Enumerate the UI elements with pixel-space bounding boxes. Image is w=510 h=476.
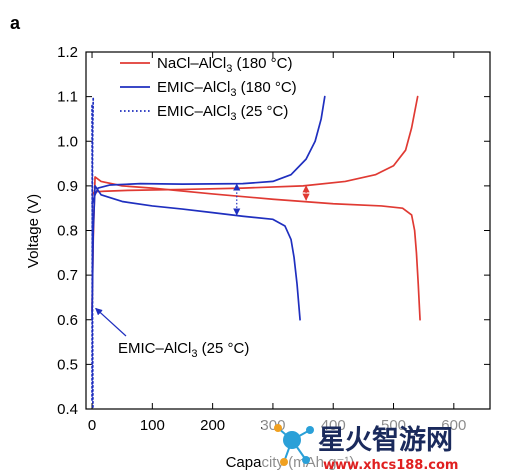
watermark-url: www.xhcs188.com [323,458,458,473]
series-line-emic-180-charge [91,95,326,205]
y-axis-title: Voltage (V) [25,194,42,268]
legend-entry-nacl-180: NaCl–AlCl3 (180 °C) [157,55,293,75]
y-tick-label: 1.1 [57,89,78,106]
y-tick-label: 0.6 [57,312,78,329]
legend: NaCl–AlCl3 (180 °C) EMIC–AlCl3 (180 °C) … [120,55,297,123]
watermark-logo-icon [274,424,314,466]
y-tick-label: 0.5 [57,356,78,373]
watermark-backdrop [262,418,510,476]
y-tick-label: 1.0 [57,133,78,150]
y-tick-label: 0.7 [57,267,78,284]
series-layer [91,95,421,410]
panel-letter: a [10,13,21,33]
y-tick-label: 0.9 [57,178,78,195]
series-line-emic-180-discharge [91,185,301,321]
y-tick-label: 0.4 [57,401,78,418]
x-tick-label: 100 [140,417,165,434]
callout-label-emic-25: EMIC–AlCl3 (25 °C) [118,340,249,360]
y-tick-label: 0.8 [57,223,78,240]
watermark-brand: 星火智游网 [318,425,453,456]
x-tick-label: 200 [200,417,225,434]
x-tick-label: 0 [88,417,96,434]
annotation-layer [95,183,310,337]
series-line-emic-25-discharge [91,104,94,410]
watermark: 星火智游网 www.xhcs188.com [262,418,510,476]
series-line-nacl-180-discharge [91,176,421,321]
y-tick-label: 1.2 [57,44,78,61]
callout-arrow [95,307,127,337]
legend-entry-emic-25: EMIC–AlCl3 (25 °C) [157,103,288,123]
legend-entry-emic-180: EMIC–AlCl3 (180 °C) [157,79,297,99]
